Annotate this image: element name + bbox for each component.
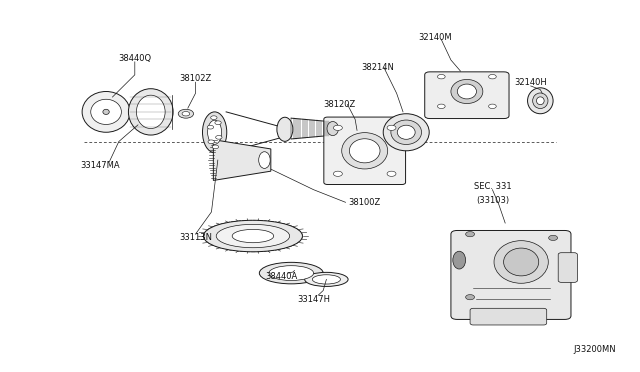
Ellipse shape [136,95,165,129]
Text: 32140M: 32140M [418,33,452,42]
Circle shape [466,295,474,300]
Text: 33113N: 33113N [179,233,212,243]
Text: (33103): (33103) [476,196,509,205]
Circle shape [438,104,445,109]
Text: 38214N: 38214N [361,63,394,72]
Circle shape [466,232,474,237]
Circle shape [387,125,396,131]
Ellipse shape [207,120,221,144]
Ellipse shape [232,230,274,243]
Ellipse shape [532,93,548,109]
Ellipse shape [451,80,483,103]
Ellipse shape [383,114,429,151]
Circle shape [333,171,342,176]
Ellipse shape [536,97,544,105]
Circle shape [548,235,557,240]
Ellipse shape [91,99,122,125]
Ellipse shape [312,275,340,284]
FancyBboxPatch shape [324,117,406,185]
Ellipse shape [277,117,293,141]
Text: 38100Z: 38100Z [349,198,381,207]
Circle shape [387,171,396,176]
Ellipse shape [397,125,415,139]
Ellipse shape [391,120,422,144]
Text: 38440Q: 38440Q [118,54,152,62]
Circle shape [212,145,219,149]
Circle shape [178,109,193,118]
Ellipse shape [269,266,314,280]
Ellipse shape [327,122,339,136]
FancyBboxPatch shape [470,308,547,325]
Circle shape [488,104,496,109]
Text: 38120Z: 38120Z [323,100,355,109]
Circle shape [488,74,496,79]
Circle shape [333,125,342,131]
Ellipse shape [259,262,323,284]
Ellipse shape [305,272,348,286]
Ellipse shape [82,92,130,132]
Ellipse shape [129,89,173,135]
Polygon shape [213,140,271,180]
Circle shape [215,121,221,125]
Ellipse shape [216,224,290,248]
Ellipse shape [342,133,388,169]
FancyBboxPatch shape [425,72,509,119]
Circle shape [182,112,189,116]
Ellipse shape [103,109,109,115]
FancyBboxPatch shape [451,231,571,320]
Ellipse shape [349,139,380,163]
Text: 32140H: 32140H [515,78,547,87]
Text: SEC. 331: SEC. 331 [474,182,511,190]
Circle shape [208,140,214,144]
Ellipse shape [504,248,539,276]
Text: 33147H: 33147H [297,295,330,304]
Ellipse shape [458,84,476,99]
Ellipse shape [527,88,553,114]
FancyBboxPatch shape [558,253,577,282]
Ellipse shape [202,112,227,153]
Text: 38440A: 38440A [266,272,298,281]
Circle shape [438,74,445,79]
Ellipse shape [453,251,466,269]
Ellipse shape [204,220,303,252]
Ellipse shape [259,152,270,169]
Circle shape [216,135,222,139]
Ellipse shape [494,241,548,283]
Text: 33147MA: 33147MA [80,161,120,170]
Text: J33200MN: J33200MN [573,345,616,354]
Circle shape [207,125,214,129]
Circle shape [211,116,217,119]
Text: 38102Z: 38102Z [179,74,212,83]
